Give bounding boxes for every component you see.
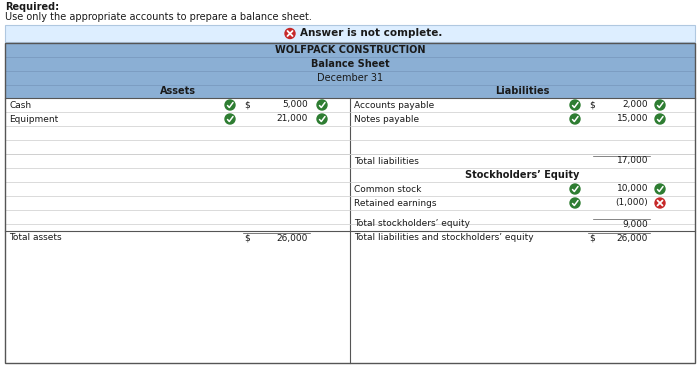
Text: Cash: Cash	[9, 100, 31, 110]
Text: 21,000: 21,000	[276, 114, 308, 124]
Circle shape	[285, 28, 295, 38]
Text: Answer is not complete.: Answer is not complete.	[300, 28, 442, 38]
Text: Required:: Required:	[5, 2, 59, 12]
Text: Retained earnings: Retained earnings	[354, 199, 437, 207]
Circle shape	[225, 114, 235, 124]
Text: Total liabilities and stockholders’ equity: Total liabilities and stockholders’ equi…	[354, 234, 533, 242]
Bar	[5, 43, 695, 57]
Text: Assets: Assets	[160, 86, 195, 97]
Text: Stockholders’ Equity: Stockholders’ Equity	[466, 170, 580, 180]
Circle shape	[570, 100, 580, 110]
Text: 10,000: 10,000	[617, 184, 648, 193]
Bar	[5, 98, 695, 363]
Circle shape	[655, 184, 665, 194]
Text: Total stockholders’ equity: Total stockholders’ equity	[354, 220, 470, 228]
Text: Common stock: Common stock	[354, 184, 421, 193]
Text: $: $	[589, 234, 595, 242]
Text: WOLFPACK CONSTRUCTION: WOLFPACK CONSTRUCTION	[274, 45, 426, 55]
Circle shape	[655, 198, 665, 208]
Text: Balance Sheet: Balance Sheet	[311, 59, 389, 69]
Text: 5,000: 5,000	[282, 100, 308, 110]
Text: Equipment: Equipment	[9, 114, 58, 124]
Circle shape	[317, 114, 327, 124]
Bar	[5, 43, 695, 363]
Circle shape	[570, 198, 580, 208]
Circle shape	[655, 114, 665, 124]
Text: $: $	[244, 234, 250, 242]
Text: Total assets: Total assets	[9, 234, 62, 242]
Text: Liabilities: Liabilities	[496, 86, 550, 97]
Circle shape	[225, 100, 235, 110]
Text: Accounts payable: Accounts payable	[354, 100, 434, 110]
Circle shape	[317, 100, 327, 110]
Text: Total liabilities: Total liabilities	[354, 156, 419, 166]
Text: 26,000: 26,000	[617, 234, 648, 242]
Text: $: $	[589, 100, 595, 110]
Text: 2,000: 2,000	[622, 100, 648, 110]
Bar	[5, 25, 695, 42]
Text: $: $	[244, 100, 250, 110]
Circle shape	[570, 114, 580, 124]
Text: Use only the appropriate accounts to prepare a balance sheet.: Use only the appropriate accounts to pre…	[5, 12, 312, 22]
Text: December 31: December 31	[317, 73, 383, 83]
Text: 15,000: 15,000	[617, 114, 648, 124]
Text: 9,000: 9,000	[622, 220, 648, 228]
Circle shape	[655, 100, 665, 110]
Bar	[5, 85, 695, 98]
Text: 26,000: 26,000	[276, 234, 308, 242]
Text: (1,000): (1,000)	[615, 199, 648, 207]
Bar	[5, 57, 695, 71]
Bar	[5, 71, 695, 85]
Text: 17,000: 17,000	[617, 156, 648, 166]
Text: Notes payable: Notes payable	[354, 114, 419, 124]
Circle shape	[570, 184, 580, 194]
